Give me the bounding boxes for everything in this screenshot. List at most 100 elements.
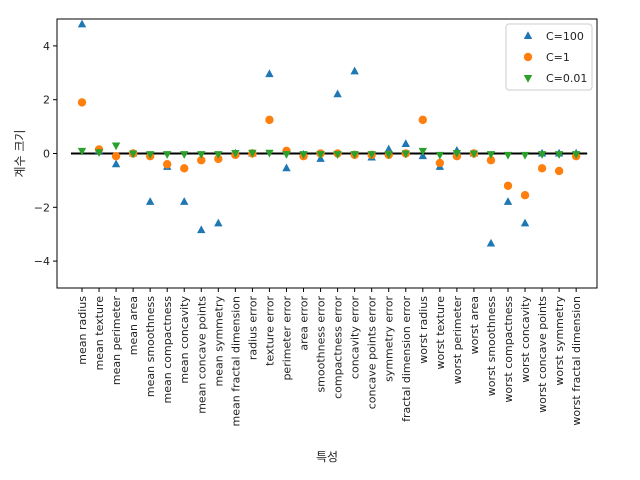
data-point [265,69,274,78]
legend-label: C=0.01 [546,72,587,85]
plot-area: −4 −2 0 2 4 mean radius mean texture mean perim… [34,18,598,426]
data-point [418,147,427,156]
data-point [435,151,445,160]
data-point [452,150,462,158]
data-point [350,66,359,75]
data-point [145,197,155,205]
x-tick-label: worst fractal dimension [570,296,583,426]
y-tick-label: −4 [34,255,50,268]
x-tick-label: mean perimeter [110,296,123,386]
y-tick-label: 2 [43,94,50,107]
data-point [537,151,547,159]
data-point [77,98,87,107]
x-tick-label: concave points error [366,296,379,410]
data-point [503,181,513,190]
data-point [111,159,121,168]
x-tick-label: mean area [127,296,140,355]
x-tick-label: fractal dimension error [400,296,413,422]
y-tick-label: −2 [34,201,50,214]
legend-box [505,23,593,91]
legend-label: C=1 [546,51,570,64]
data-point [503,197,513,205]
data-point [469,150,479,159]
legend-marker [523,31,533,39]
data-point [163,160,172,169]
data-point [316,151,325,159]
data-point [350,151,359,159]
data-point [128,150,138,159]
data-point [145,151,155,159]
x-tick-label: worst texture [434,296,447,370]
data-point [282,163,291,172]
data-point [265,149,274,158]
data-point [486,151,496,159]
data-point [486,156,496,165]
x-tick-label: mean concave points [195,296,208,414]
data-point [248,149,257,158]
data-point [333,151,342,159]
data-point [486,238,496,247]
data-point [214,154,223,164]
data-point [299,151,308,159]
x-tick-label: mean concavity [178,296,191,384]
legend-label: C=100 [546,30,584,43]
x-tick-label: worst smoothness [485,296,498,396]
data-point [537,164,547,173]
x-tick-label: radius error [246,296,259,361]
data-point [435,158,445,168]
x-tick-label: texture error [263,296,276,366]
x-tick-label: mean radius [76,296,89,365]
x-tick-label: mean fractal dimension [229,296,242,426]
legend-marker [523,75,533,83]
x-tick-label: worst area [468,296,481,354]
x-tick-label: mean symmetry [212,296,225,387]
data-point [554,151,564,159]
data-point [520,151,530,160]
data-point [384,151,393,159]
data-point [94,149,104,157]
series-0 [77,19,581,247]
data-point [265,115,274,125]
data-point [401,150,410,159]
data-point [520,218,530,227]
x-tick-label: concavity error [349,296,362,380]
series-1 [77,98,581,200]
data-point [77,19,87,28]
x-tick-label: worst perimeter [451,296,464,385]
data-point [554,166,564,176]
data-point [163,151,172,159]
y-tick-label: 4 [43,40,50,53]
data-point [282,151,291,159]
x-tick-label: perimeter error [280,296,293,381]
data-point [77,147,87,156]
data-point [197,151,206,159]
legend-marker [523,52,533,62]
series-2 [77,142,581,160]
data-point [418,115,427,125]
data-point [180,151,189,159]
data-point [180,197,189,205]
data-point [384,144,393,153]
x-tick-label: worst concavity [519,296,532,383]
x-tick-label: compactness error [332,296,345,399]
data-point [214,151,223,159]
legend: C=100 C=1 C=0.01 [505,23,593,91]
x-tick-label: worst compactness [502,296,515,403]
x-tick-label: symmetry error [383,296,396,382]
data-point [197,225,206,234]
data-point [520,190,530,200]
data-point [571,151,581,159]
data-point [111,142,121,151]
x-tick-label: mean compactness [161,296,174,404]
x-axis-label: 특성 [316,450,338,464]
data-point [180,164,189,173]
data-point [111,151,121,161]
y-tick-label: 0 [43,148,50,161]
y-axis-label: 계수 크기 [13,130,27,178]
x-tick-label: mean texture [93,296,106,371]
data-point [333,89,342,98]
data-point [367,151,376,159]
data-point [214,218,223,227]
x-tick-label: worst radius [417,296,430,364]
